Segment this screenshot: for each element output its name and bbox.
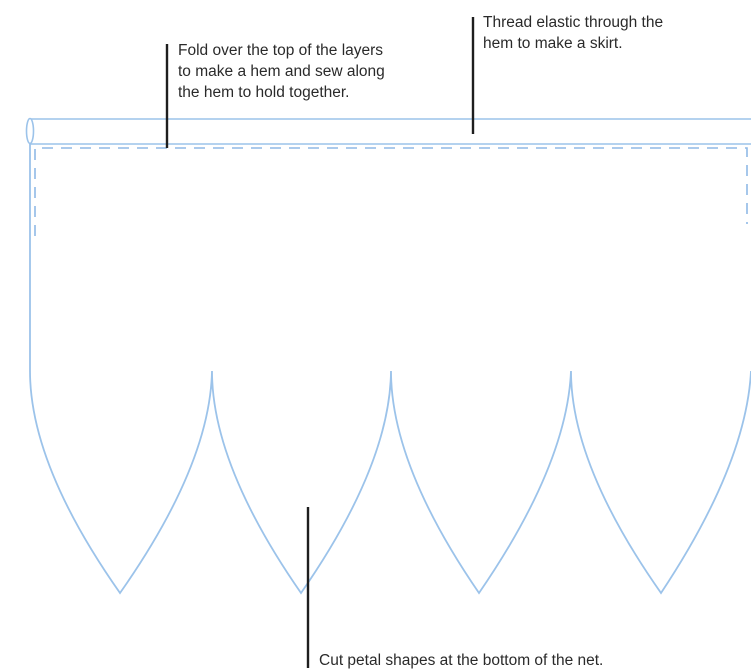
hem-band	[30, 119, 751, 144]
hem-roll-end	[27, 119, 34, 144]
callout-elastic-text: Thread elastic through the hem to make a…	[483, 12, 743, 54]
callout-hem-text: Fold over the top of the layers to make …	[178, 40, 458, 103]
stitch-line	[35, 148, 747, 236]
net-outline	[30, 144, 751, 593]
callout-petal-text: Cut petal shapes at the bottom of the ne…	[319, 650, 739, 671]
